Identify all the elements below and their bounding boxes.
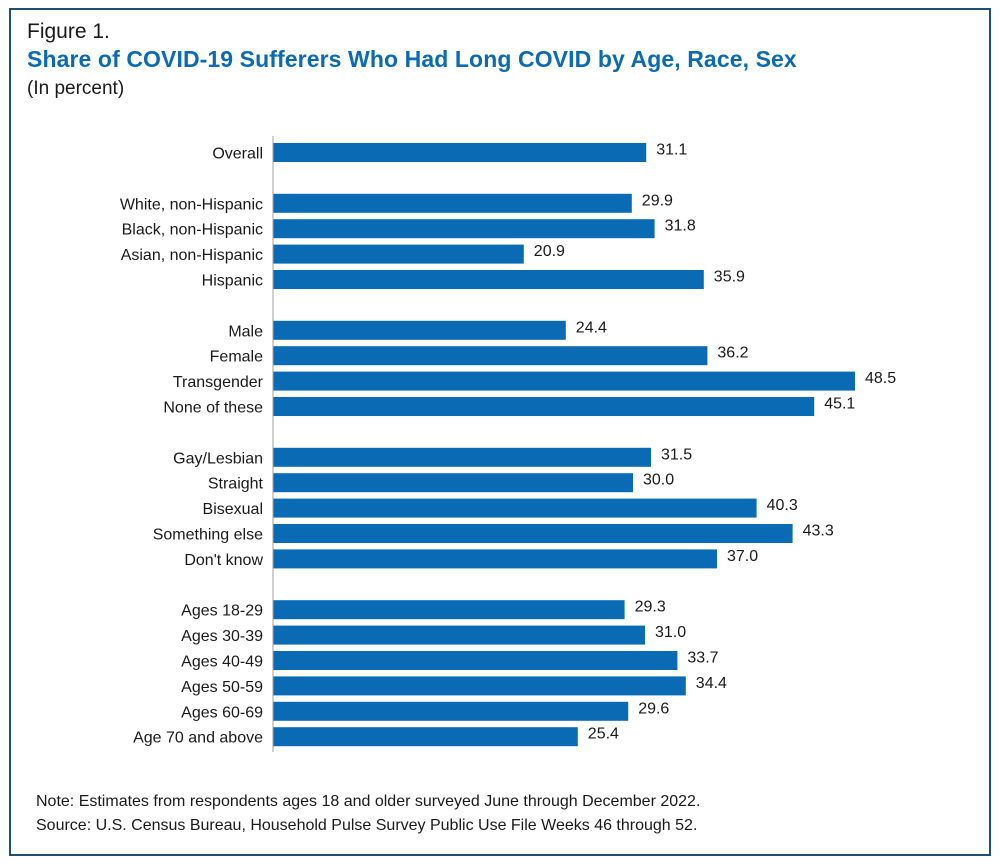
data-label: 45.1 <box>824 396 855 413</box>
data-label: 37.0 <box>727 548 758 565</box>
category-label: Age 70 and above <box>133 730 263 747</box>
bar <box>273 447 651 467</box>
category-label: Ages 40-49 <box>181 654 263 671</box>
data-label: 25.4 <box>588 726 619 743</box>
category-label: Ages 50-59 <box>181 679 263 696</box>
category-label: Gay/Lesbian <box>173 450 263 467</box>
source-text: Source: U.S. Census Bureau, Household Pu… <box>36 817 698 834</box>
data-label: 29.9 <box>642 192 673 209</box>
bar <box>273 701 629 721</box>
category-label: Ages 30-39 <box>181 628 263 645</box>
chart-title: Share of COVID-19 Sufferers Who Had Long… <box>27 46 797 72</box>
category-label: Ages 60-69 <box>181 704 263 721</box>
data-label: 33.7 <box>687 650 718 667</box>
bar <box>273 498 757 518</box>
bar <box>273 143 647 162</box>
bar <box>273 600 625 620</box>
data-label: 24.4 <box>576 319 607 336</box>
bar <box>273 397 815 416</box>
data-label: 31.0 <box>655 624 686 641</box>
category-label: White, non-Hispanic <box>120 196 263 213</box>
data-label: 29.6 <box>638 700 669 717</box>
category-label: Hispanic <box>202 273 263 290</box>
bar <box>273 244 524 264</box>
data-label: 20.9 <box>534 243 565 260</box>
bar <box>273 193 632 213</box>
data-label: 34.4 <box>696 675 727 692</box>
bar <box>273 371 855 391</box>
category-label: Female <box>210 349 263 366</box>
bar <box>273 549 717 569</box>
category-label: Transgender <box>173 374 264 391</box>
bar <box>273 727 578 747</box>
chart-notes: Note: Estimates from respondents ages 18… <box>36 790 700 838</box>
data-label: 35.9 <box>714 269 745 286</box>
category-label: Ages 18-29 <box>181 603 263 620</box>
data-label: 31.5 <box>661 446 692 463</box>
data-label: 31.8 <box>665 218 696 235</box>
figure-label: Figure 1. <box>27 20 110 43</box>
bar <box>273 524 793 543</box>
data-label: 43.3 <box>803 523 834 540</box>
data-label: 31.1 <box>656 142 687 159</box>
bar <box>273 320 566 340</box>
chart-subtitle: (In percent) <box>27 78 125 99</box>
category-label: Straight <box>208 476 264 493</box>
data-label: 40.3 <box>767 497 798 514</box>
category-label: Male <box>228 323 263 340</box>
category-label: Black, non-Hispanic <box>122 222 263 239</box>
bar <box>273 676 686 696</box>
bar <box>273 473 633 493</box>
category-label: Something else <box>153 527 263 544</box>
bar <box>273 270 704 289</box>
data-label: 30.0 <box>643 472 674 489</box>
note-text: Note: Estimates from respondents ages 18… <box>36 793 701 810</box>
category-label: Don't know <box>184 552 263 569</box>
bar <box>273 346 708 366</box>
data-label: 29.3 <box>635 599 666 616</box>
category-label: Overall <box>212 146 263 163</box>
category-label: None of these <box>163 400 263 417</box>
data-label: 36.2 <box>717 345 748 362</box>
bar <box>273 219 655 239</box>
category-label: Asian, non-Hispanic <box>121 247 263 264</box>
bar <box>273 625 645 645</box>
bar <box>273 651 678 670</box>
data-label: 48.5 <box>865 370 896 387</box>
category-label: Bisexual <box>203 501 263 518</box>
